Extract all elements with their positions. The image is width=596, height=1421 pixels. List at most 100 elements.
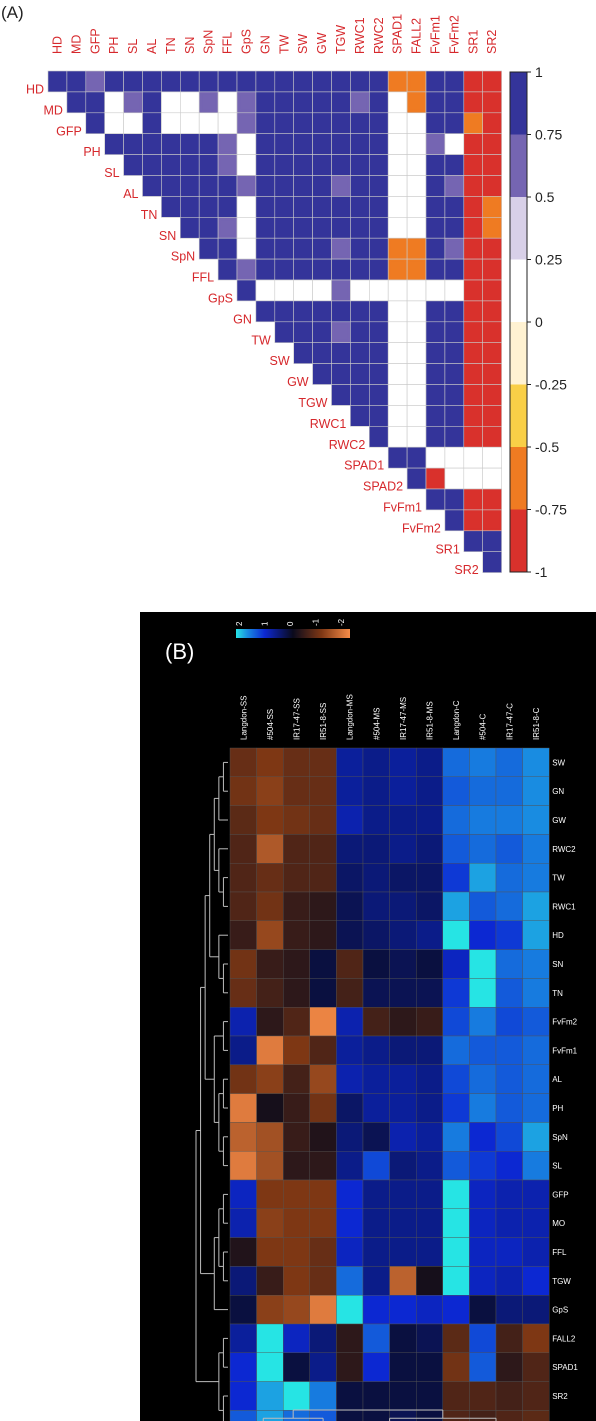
corr-square: [446, 113, 463, 133]
heat-cell: [495, 1294, 523, 1325]
heat-cell: [362, 949, 390, 979]
corr-cell: [387, 342, 408, 364]
heat-cell: [522, 949, 550, 979]
heat-colorbar-label: -1: [312, 618, 321, 626]
heat-cell: [256, 1122, 284, 1152]
heat-cell: [229, 1266, 257, 1296]
corr-square: [483, 427, 501, 447]
corr-square: [200, 72, 217, 91]
corr-square: [464, 343, 482, 363]
heat-cell: [442, 747, 470, 777]
corr-square: [483, 72, 501, 91]
corr-square: [257, 176, 274, 196]
corr-square: [445, 510, 463, 530]
corr-cell: [482, 446, 502, 469]
heat-cell: [283, 1064, 311, 1094]
corr-cell: [387, 112, 408, 135]
corr-square: [351, 113, 369, 133]
heat-cell: [309, 1323, 337, 1353]
heat-cell: [283, 1035, 311, 1065]
corr-square: [427, 322, 444, 342]
heat-col-label: IR51-8-SS: [319, 703, 328, 740]
corr-square: [294, 113, 312, 133]
heat-cell: [469, 1179, 497, 1209]
heat-cell: [309, 949, 337, 979]
corr-square: [294, 322, 312, 342]
heat-cell: [416, 920, 444, 950]
heat-cell: [309, 920, 337, 950]
heat-cell: [283, 776, 311, 806]
corr-square: [427, 490, 444, 509]
heat-cell: [336, 1179, 364, 1209]
heat-cell: [336, 949, 364, 979]
heat-cell: [495, 1007, 523, 1037]
heat-cell: [362, 1150, 390, 1181]
corr-cell: [387, 405, 408, 427]
corr-square: [483, 531, 501, 551]
corr-square: [313, 239, 331, 258]
corr-square: [464, 134, 482, 154]
heat-colorbar-label: -2: [337, 618, 346, 626]
heat-cell: [256, 978, 284, 1008]
heat-cell: [495, 920, 523, 950]
heat-cell: [522, 1294, 550, 1325]
corr-cell: [425, 279, 446, 302]
heat-cell: [336, 1064, 364, 1094]
corr-square: [126, 94, 140, 110]
heat-row-label: FALL2: [552, 1334, 576, 1343]
corr-cell: [217, 112, 238, 135]
heat-cell: [495, 1093, 523, 1123]
corr-square: [275, 113, 293, 133]
corr-square: [257, 239, 274, 258]
heat-cell: [309, 1237, 337, 1267]
heat-cell: [283, 1179, 311, 1209]
heat-cell: [389, 747, 417, 777]
heat-cell: [283, 1093, 311, 1123]
corr-square: [200, 134, 217, 154]
heat-cell: [283, 1266, 311, 1296]
heat-cell: [416, 1352, 444, 1382]
heat-cell: [283, 805, 311, 835]
corr-square: [446, 302, 463, 321]
corr-cell: [406, 363, 427, 385]
heat-cell: [522, 891, 550, 921]
corr-square: [332, 302, 350, 321]
heat-cell: [495, 1064, 523, 1094]
heat-cell: [469, 1150, 497, 1181]
heat-cell: [362, 776, 390, 806]
heat-cell: [442, 805, 470, 835]
corr-square: [351, 364, 369, 384]
heat-cell: [522, 1381, 550, 1411]
corr-square: [332, 197, 350, 217]
corr-square: [275, 197, 293, 217]
heat-cell: [522, 1150, 550, 1181]
corr-square: [219, 176, 236, 196]
heat-cell: [495, 1150, 523, 1181]
corr-square: [427, 302, 444, 321]
corr-square: [200, 218, 217, 238]
heat-cell: [389, 805, 417, 835]
heat-cell: [309, 776, 337, 806]
corr-row-label: TW: [251, 333, 271, 347]
corr-square: [464, 155, 482, 175]
heat-cell: [469, 978, 497, 1008]
corr-square: [181, 218, 199, 238]
panel-a-label: (A): [1, 3, 24, 22]
heat-cell: [442, 1064, 470, 1094]
heat-cell: [389, 776, 417, 806]
corr-col-label: TN: [164, 37, 178, 54]
heat-cell: [229, 1150, 257, 1181]
corr-row-label: GpS: [208, 291, 233, 305]
heat-cell: [362, 834, 390, 864]
heat-cell: [416, 1064, 444, 1094]
column-dendrogram: [262, 1409, 497, 1421]
heat-cell: [442, 1352, 470, 1382]
corr-square: [334, 241, 348, 257]
heat-cell: [442, 920, 470, 950]
corr-col-label: SW: [296, 34, 310, 54]
corr-square: [313, 155, 331, 175]
heat-row-label: SR2: [552, 1392, 568, 1401]
corr-square: [162, 134, 180, 154]
heat-cell: [362, 920, 390, 950]
heat-cell: [309, 1007, 337, 1037]
